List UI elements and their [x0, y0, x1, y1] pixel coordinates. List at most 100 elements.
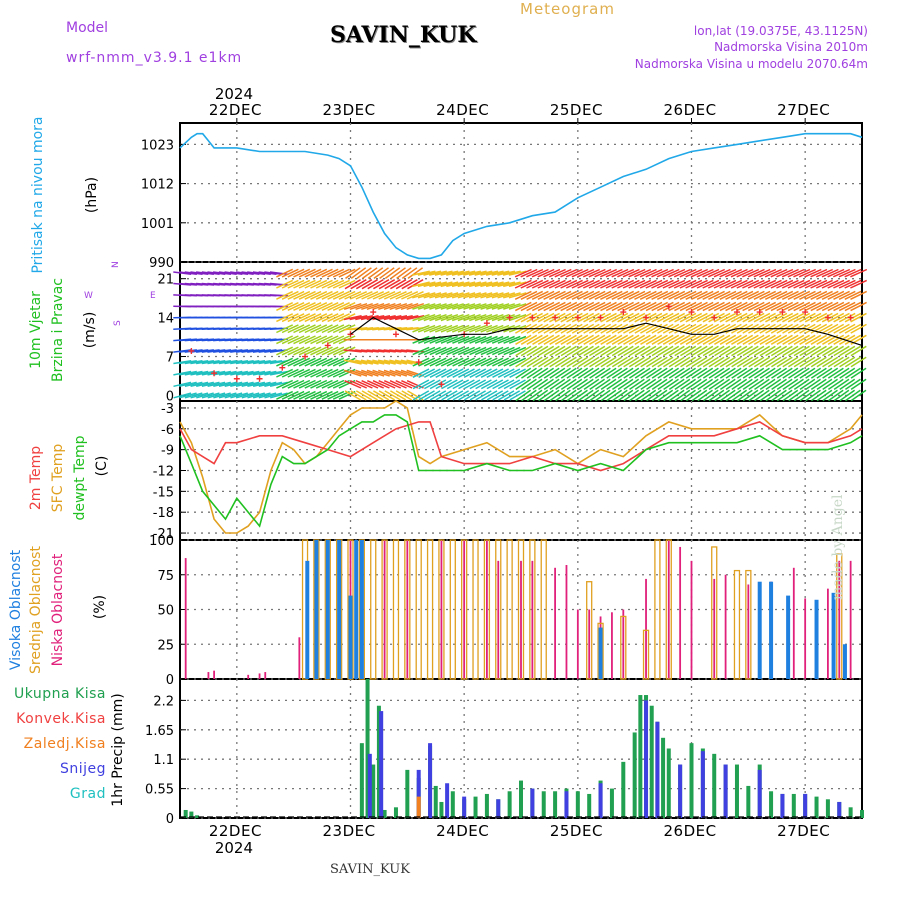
wind-barb: [338, 268, 356, 278]
wind-barb: [276, 357, 294, 367]
wind-barb: [680, 389, 696, 402]
wind-barb: [850, 312, 867, 323]
wind-barb: [765, 389, 782, 402]
wind-barb: [742, 290, 760, 300]
wind-barb: [696, 290, 714, 300]
wind-barb: [691, 367, 708, 379]
precip-total-bar: [814, 796, 819, 818]
wind-barb: [708, 367, 725, 379]
wind-barb: [190, 370, 209, 376]
wind-barb: [833, 345, 850, 357]
wind-barb: [361, 302, 379, 311]
wind-barb: [201, 381, 220, 388]
wind-barb: [690, 268, 709, 278]
wind-barb: [844, 279, 862, 289]
wind-barb: [310, 390, 328, 400]
low-cloud-bar: [440, 540, 443, 679]
wind-barb: [469, 313, 487, 322]
wind-barb: [634, 389, 651, 402]
wind-barb: [611, 334, 629, 345]
wind-barb: [827, 367, 844, 379]
precip-total-bar: [734, 764, 739, 818]
wind-barb: [805, 356, 822, 368]
wind-barb: [611, 268, 629, 278]
wind-barb: [485, 292, 504, 299]
mid-cloud-bar: [495, 539, 502, 680]
wind-barb: [788, 356, 805, 368]
wind-barb: [491, 303, 510, 310]
wind-barb: [247, 392, 265, 399]
wind-barb: [810, 345, 827, 357]
wind-barb: [196, 370, 214, 376]
wind-barb: [429, 324, 447, 333]
y-tick-label: 0: [166, 673, 174, 688]
wind-barb: [793, 345, 810, 357]
wind-barb: [827, 356, 844, 368]
wind-barb: [674, 378, 691, 391]
wind-barb: [293, 290, 311, 300]
precip-snow-bar: [496, 799, 501, 818]
wind-barb: [577, 367, 594, 379]
wind-barb: [537, 345, 555, 357]
wind-barb: [304, 368, 322, 378]
wind-barb: [798, 268, 817, 278]
wind-barb: [787, 290, 805, 300]
wind-gust-marker: [643, 314, 650, 321]
wind-barb: [804, 301, 822, 312]
wind-barb: [287, 346, 305, 356]
wind-barb: [247, 381, 266, 388]
wind-barb: [480, 379, 498, 390]
wind-barb: [827, 312, 845, 323]
wind-barb: [589, 345, 606, 357]
wind-barb: [656, 268, 674, 278]
wind-barb: [532, 378, 549, 391]
wind-barb: [628, 301, 646, 312]
wind-barb: [804, 268, 822, 278]
wind-barb: [417, 270, 436, 276]
wind-barb: [645, 290, 663, 300]
y-tick-label: 990: [149, 256, 174, 271]
wind-barb: [685, 268, 703, 278]
wind-barb: [804, 290, 822, 300]
low-cloud-bar: [184, 558, 187, 679]
wind-barb: [287, 268, 305, 278]
wind-barb: [532, 334, 549, 345]
wind-barb: [764, 268, 782, 278]
wind-barb: [577, 279, 595, 289]
wind-barb: [474, 335, 493, 344]
wind-barb: [640, 334, 657, 345]
wind-barb: [776, 268, 794, 278]
wind-barb: [828, 389, 844, 402]
wind-barb: [799, 378, 816, 391]
wind-barb: [293, 335, 311, 345]
wind-barb: [770, 290, 788, 300]
wind-barb: [594, 345, 611, 357]
wind-barb: [417, 303, 436, 310]
wind-barb: [583, 290, 600, 300]
wind-barb: [736, 334, 754, 345]
precip-snow-bar: [530, 788, 535, 818]
wind-barb: [719, 367, 736, 379]
wind-barb: [538, 389, 554, 402]
wind-barb: [844, 323, 862, 334]
wind-barb: [674, 367, 691, 379]
wind-barb: [640, 345, 657, 357]
wind-barb: [850, 378, 867, 391]
wind-barb: [276, 346, 294, 356]
wind-barb: [776, 290, 794, 300]
wind-barb: [526, 367, 543, 379]
wind-barb: [708, 378, 725, 391]
wind-barb: [400, 314, 419, 321]
wind-barb: [201, 370, 220, 376]
wind-barb: [184, 359, 203, 365]
wind-barb: [252, 392, 271, 399]
wind-barb: [754, 389, 770, 402]
wind-barb: [776, 389, 793, 402]
product-title: Meteogram: [520, 0, 615, 18]
wind-barb: [839, 389, 856, 402]
temp-2m-title: 2m Temp: [28, 446, 44, 510]
wind-barb: [759, 312, 776, 323]
wind-barb: [474, 270, 493, 276]
wind-barb: [673, 279, 691, 289]
wind-barb: [656, 290, 674, 300]
